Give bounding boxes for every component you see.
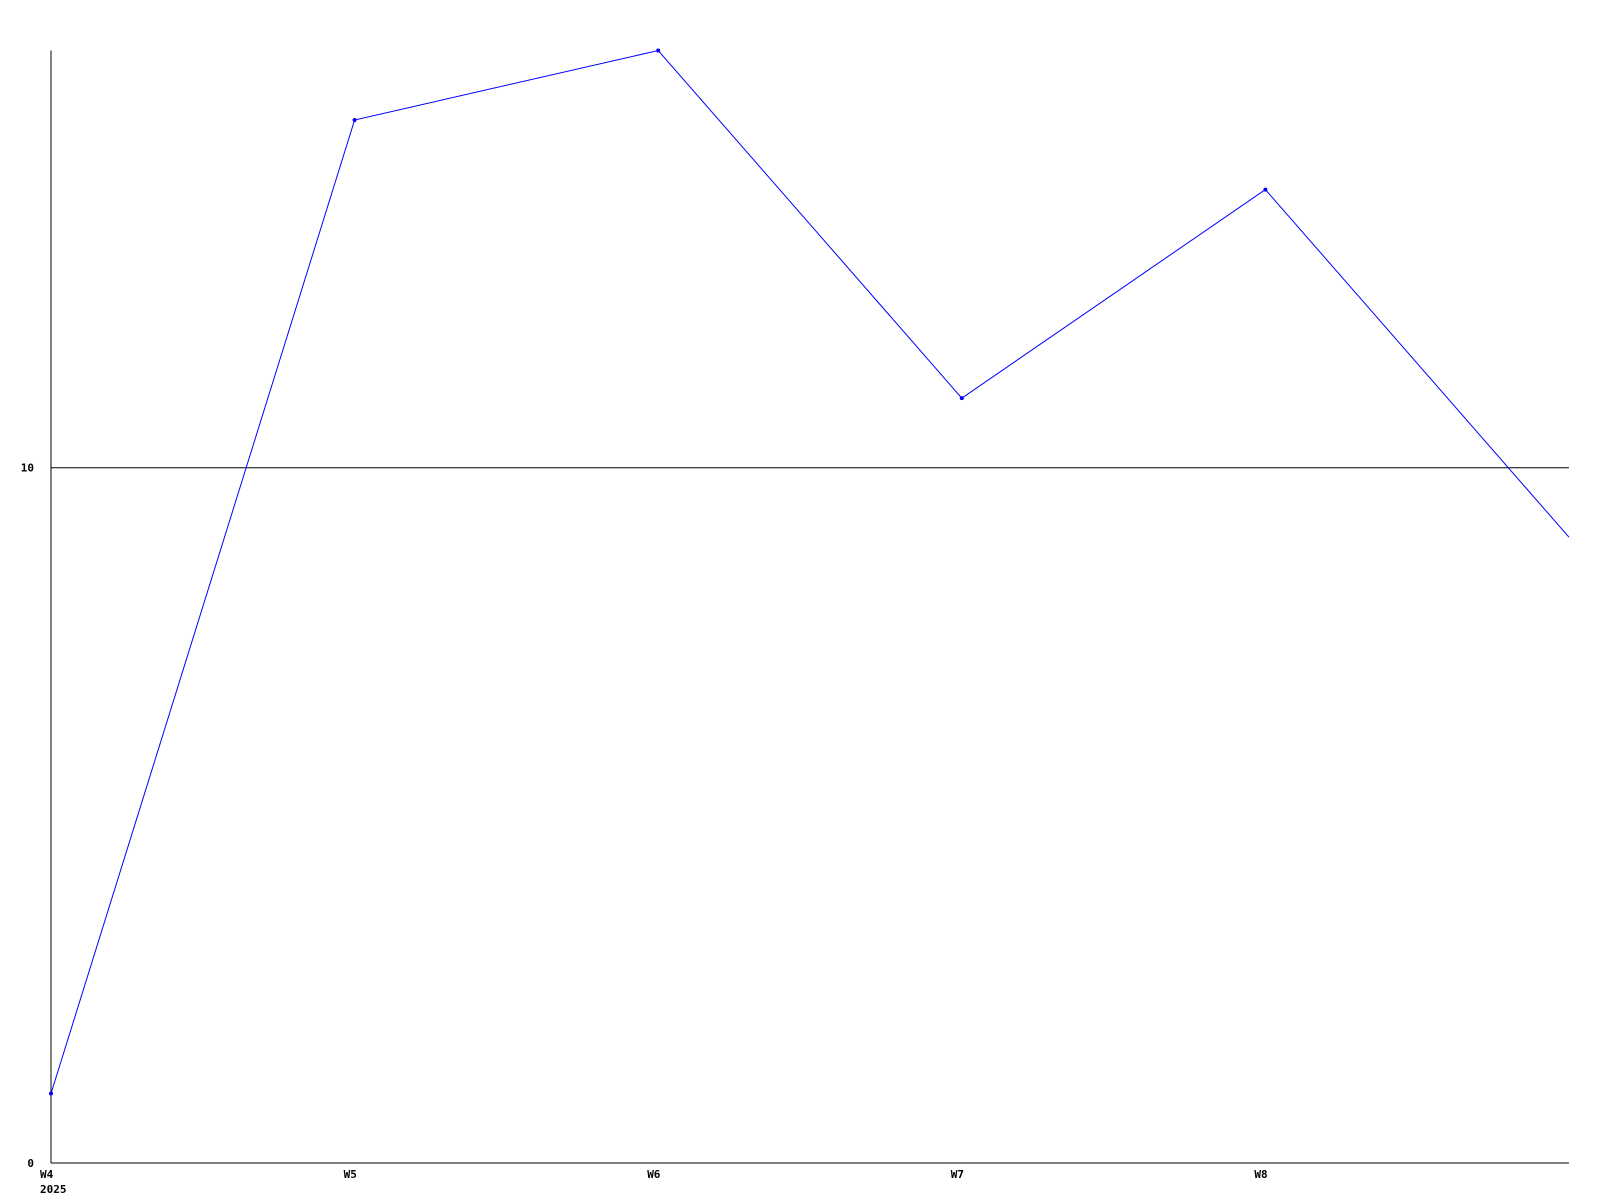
data-point bbox=[959, 396, 964, 401]
series-line bbox=[50, 49, 1570, 1094]
data-point bbox=[1263, 187, 1268, 192]
axes bbox=[50, 50, 1569, 1164]
tick-labels: 0 10 W4 W5 W6 W7 W8 2025 bbox=[21, 462, 1268, 1196]
data-point bbox=[352, 118, 357, 123]
data-point bbox=[656, 48, 661, 53]
x-tick-label: W8 bbox=[1254, 1168, 1267, 1181]
x-tick-label: W7 bbox=[951, 1168, 964, 1181]
y-tick-label: 10 bbox=[21, 462, 34, 475]
series bbox=[49, 48, 1570, 1096]
x-year-label: 2025 bbox=[40, 1183, 67, 1196]
x-tick-label: W5 bbox=[344, 1168, 357, 1181]
data-point bbox=[49, 1091, 53, 1096]
y-tick-label: 0 bbox=[27, 1157, 34, 1170]
x-tick-label: W6 bbox=[647, 1168, 661, 1181]
x-tick-label: W4 bbox=[40, 1168, 54, 1181]
